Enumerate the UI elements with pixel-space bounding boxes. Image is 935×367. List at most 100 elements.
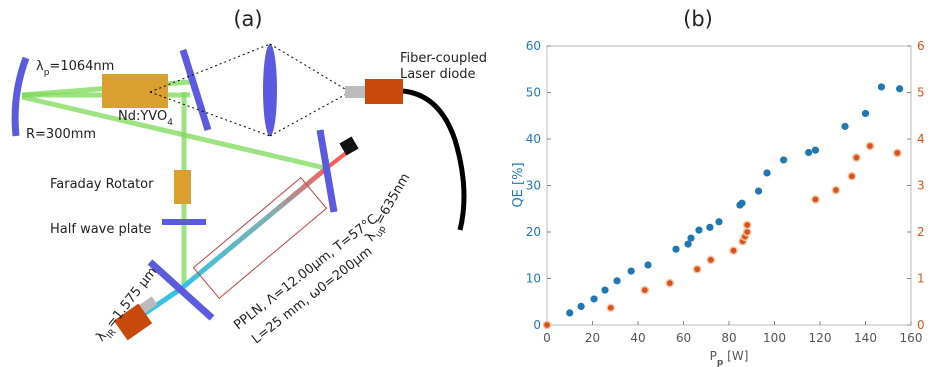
y2-tick-label: 0 — [917, 318, 925, 332]
point — [729, 246, 738, 255]
chart: (b)0 20 40 60 80 100 120 140 1600102030405060012… — [511, 7, 925, 367]
connector — [345, 86, 365, 98]
laser-diode — [365, 79, 403, 104]
y-tick-label: 50 — [526, 86, 541, 100]
y2-tick-label: 1 — [917, 272, 925, 286]
point — [606, 303, 616, 313]
x-tick-label: 20 — [585, 331, 600, 345]
y-tick-label: 40 — [526, 132, 541, 146]
label-part: Nd:YVO — [118, 109, 167, 124]
y-tick-label: 10 — [526, 272, 541, 286]
y2-tick-label: 3 — [917, 179, 925, 193]
point — [715, 218, 723, 226]
point — [672, 245, 680, 253]
crystal — [102, 74, 168, 108]
y2-tick-label: 5 — [917, 86, 925, 100]
point — [601, 286, 609, 294]
x-tick-label: 120 — [809, 331, 832, 345]
point — [763, 169, 771, 177]
y2-tick-label: 2 — [917, 225, 925, 239]
mirror — [316, 129, 338, 213]
faraday-rotator — [174, 170, 191, 204]
point — [861, 109, 870, 118]
detector — [339, 136, 359, 156]
pump-cone — [149, 43, 351, 137]
label-part: =1064nm — [49, 59, 114, 74]
plot-area — [546, 45, 912, 326]
point — [706, 255, 716, 265]
y-axis-label: QE [%] — [511, 162, 526, 207]
x-tick-label: 140 — [854, 331, 877, 345]
converted-beam — [180, 165, 330, 290]
point — [841, 122, 849, 131]
x-tick-label: 80 — [721, 331, 736, 345]
point — [847, 171, 857, 181]
y-tick-label: 30 — [526, 179, 541, 193]
point — [780, 156, 788, 164]
point — [542, 320, 552, 330]
ir-laser — [113, 303, 153, 341]
point — [831, 185, 841, 195]
point — [865, 141, 875, 151]
mirror — [147, 259, 215, 321]
label-part: P — [710, 349, 717, 363]
point — [665, 278, 675, 288]
y-tick-label: 20 — [526, 225, 541, 239]
waveplate-label: Half wave plate — [50, 222, 151, 237]
ir-connector — [138, 296, 158, 314]
curved-mirror — [11, 56, 30, 137]
point — [577, 302, 585, 310]
y-tick-label: 60 — [526, 39, 541, 53]
panel-title: (a) — [233, 7, 262, 31]
label-part: =635nm — [372, 171, 413, 228]
point — [896, 85, 904, 93]
x-tick-label: 100 — [763, 331, 786, 345]
point — [692, 264, 702, 274]
x-tick-label: 40 — [630, 331, 645, 345]
label-part: 4 — [167, 118, 173, 128]
point — [805, 148, 813, 157]
panel-title: (b) — [683, 7, 713, 31]
x-tick-label: 160 — [900, 331, 923, 345]
point — [738, 199, 746, 207]
point — [644, 261, 652, 269]
diagram: (a) λp=1064nm Nd:YVO4 R=300mm — [11, 7, 487, 347]
point — [811, 195, 820, 204]
label-part: p — [717, 358, 724, 367]
diode-label: Fiber-coupled — [400, 51, 487, 66]
point — [627, 267, 635, 275]
x-tick-label: 0 — [543, 331, 551, 345]
point — [590, 295, 598, 303]
point — [640, 285, 650, 295]
point — [613, 277, 621, 285]
label-part: λ — [36, 59, 44, 74]
diode-label: Laser diode — [400, 67, 476, 82]
point — [687, 234, 695, 242]
fiber — [402, 88, 467, 231]
faraday-label: Faraday Rotator — [50, 177, 154, 192]
point — [877, 83, 886, 91]
point — [684, 240, 692, 248]
x-tick-label: 60 — [676, 331, 691, 345]
mirror-label: R=300mm — [26, 127, 96, 142]
point — [852, 153, 861, 162]
label-part: p — [44, 68, 50, 78]
point — [811, 146, 820, 154]
lens — [263, 44, 277, 136]
point — [754, 187, 763, 195]
y-tick-label: 0 — [533, 318, 541, 332]
point — [695, 226, 703, 234]
y2-tick-label: 4 — [917, 132, 925, 146]
x-axis-label: Pp [W] — [710, 349, 749, 367]
up-label: λup=635nm — [362, 171, 416, 246]
point — [706, 223, 714, 231]
point — [742, 220, 752, 230]
crystal-label: Nd:YVO4 — [118, 109, 173, 128]
label-part: [W] — [723, 349, 748, 363]
mirror — [179, 48, 212, 132]
pump-label: λp=1064nm — [36, 59, 114, 78]
point — [566, 309, 574, 317]
ppln-box — [192, 176, 328, 300]
y2-tick-label: 6 — [917, 39, 925, 53]
